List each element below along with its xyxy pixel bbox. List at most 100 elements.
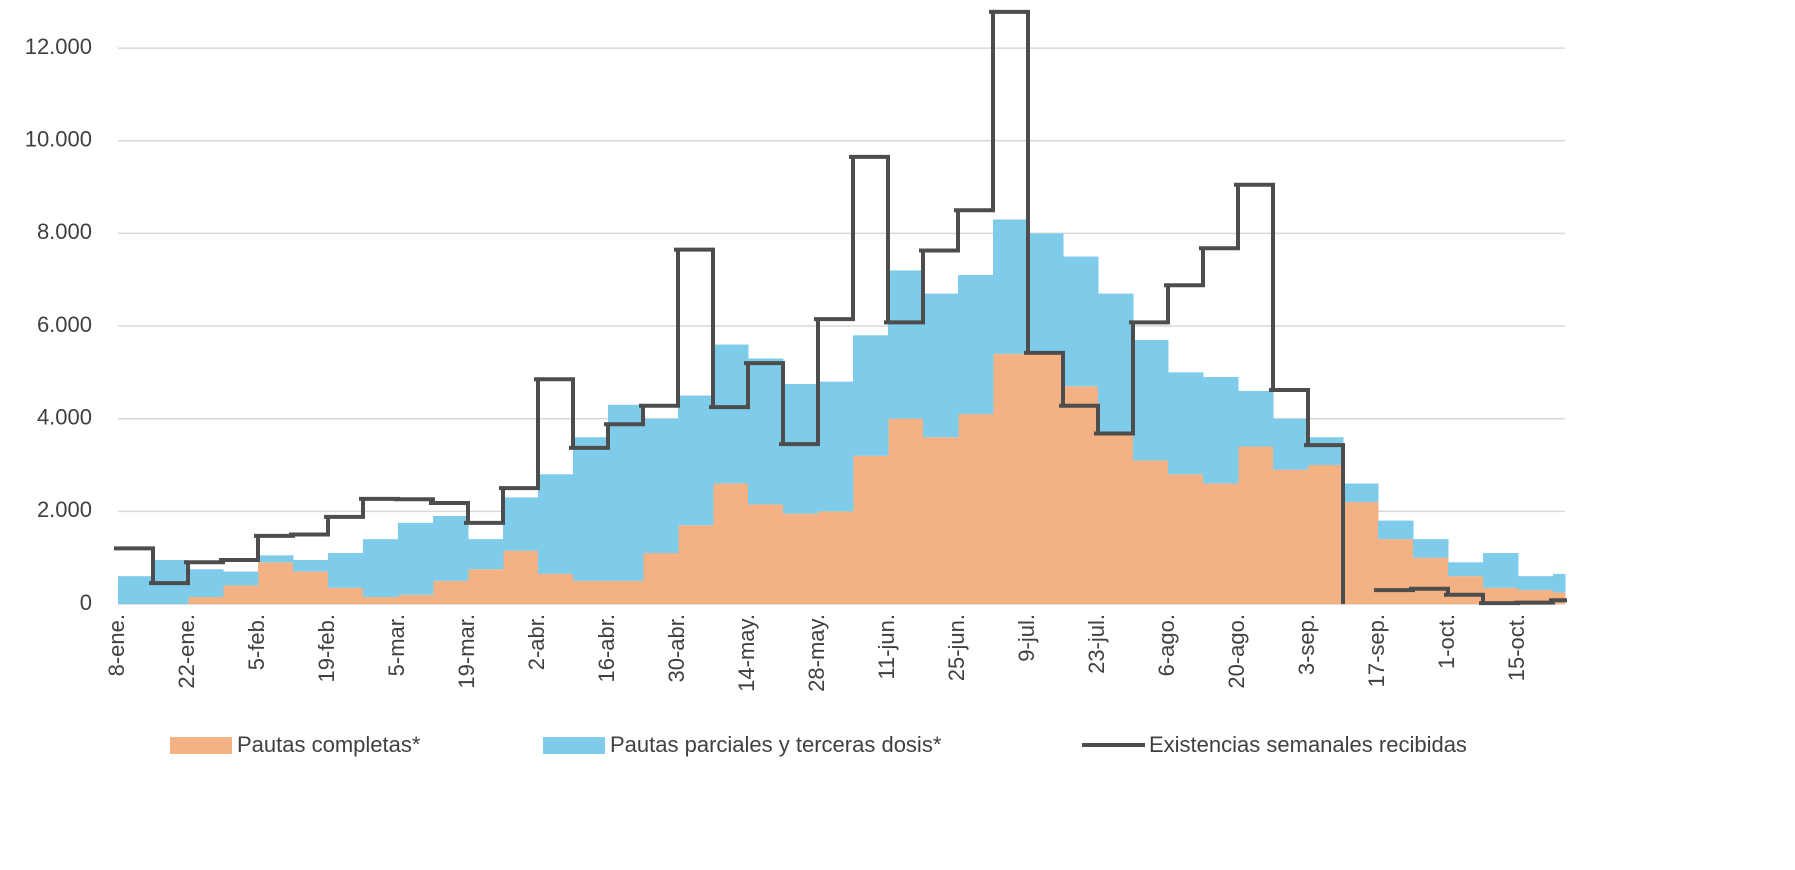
area-segment [993,219,1029,354]
area-segment [573,580,609,604]
areas [118,219,1566,604]
area-segment [363,539,399,598]
area-segment [713,344,749,484]
area-segment [398,594,434,604]
area-segment [1168,372,1204,475]
area-segment [538,573,574,604]
legend-label: Pautas parciales y terceras dosis* [610,732,942,757]
area-segment [1448,562,1484,577]
area-segment [118,576,154,604]
area-segment [1378,539,1414,604]
area-segment [1028,233,1064,354]
area-segment [1483,587,1519,604]
area-segment [258,562,294,604]
x-tick-label: 23-jul. [1084,614,1109,674]
legend-swatch [543,737,605,754]
x-tick-label: 19-feb. [314,614,339,683]
area-segment [783,383,819,514]
area-segment [643,553,679,604]
area-segment [1273,418,1309,470]
area-segment [853,335,889,456]
area-segment [853,455,889,604]
area-segment [958,414,994,604]
area-segment [1133,339,1169,461]
area-segment [818,381,854,512]
area-segment [573,437,609,581]
x-tick-label: 2-abr. [524,614,549,670]
x-tick-label: 25-jun. [944,614,969,681]
area-segment [363,597,399,604]
area-segment [468,569,504,604]
area-segment [293,559,329,572]
area-segment [1518,576,1554,591]
area-segment [1343,502,1379,604]
legend-swatch [170,737,232,754]
area-segment [1203,483,1239,604]
y-tick-label: 6.000 [37,312,92,337]
x-tick-label: 14-may. [734,614,759,692]
area-segment [1063,256,1099,387]
area-segment [713,483,749,604]
area-segment [1098,293,1134,433]
area-segment [1063,386,1099,604]
area-segment [223,571,259,586]
area-segment [1483,553,1519,588]
area-segment [398,522,434,595]
area-segment [293,571,329,604]
area-segment [1378,520,1414,540]
area-segment [1028,353,1064,604]
area-segment [1273,469,1309,604]
x-tick-label: 19-mar. [454,614,479,689]
area-segment [1308,437,1344,466]
x-tick-label: 3-sep. [1294,614,1319,675]
area-segment [643,418,679,554]
x-tick-label: 20-ago. [1224,614,1249,689]
area-segment [748,358,784,505]
area-segment [433,580,469,604]
y-tick-label: 8.000 [37,219,92,244]
area-segment [888,418,924,604]
area-segment [1308,465,1344,604]
y-tick-label: 2.000 [37,497,92,522]
line-series [114,9,1567,606]
area-segment [748,504,784,604]
area-segment [1238,446,1274,604]
area-segment [433,515,469,581]
area-segment [818,511,854,604]
x-tick-label: 11-jun. [874,614,899,680]
area-segment [923,437,959,604]
area-segment [608,404,644,581]
x-tick-label: 5-mar. [384,614,409,676]
x-tick-label: 8-ene. [104,614,129,676]
area-segment [1448,576,1484,604]
area-segment [188,597,224,604]
area-segment [1518,590,1554,604]
area-segment [1343,483,1379,503]
area-segment [993,353,1029,604]
x-tick-label: 9-jul. [1014,614,1039,662]
area-segment [1413,557,1449,604]
y-tick-label: 12.000 [25,34,92,59]
x-tick-label: 30-abr. [664,614,689,683]
area-segment [783,513,819,604]
area-segment [608,580,644,604]
legend-label: Existencias semanales recibidas [1149,732,1467,757]
area-segment [958,275,994,415]
area-segment [888,270,924,419]
x-tick-label: 28-may. [804,614,829,692]
area-segment [503,550,539,604]
area-segment [258,555,294,563]
area-segment [1133,460,1169,604]
area-segment [1553,592,1566,604]
area-segment [538,474,574,574]
area-segment [1413,539,1449,558]
x-tick-label: 5-feb. [244,614,269,670]
x-tick-label: 15-oct. [1504,614,1529,681]
y-tick-label: 0 [80,590,92,615]
area-segment [678,395,714,526]
x-tick-label: 16-abr. [594,614,619,683]
area-segment [1553,573,1566,593]
area-segment [1168,474,1204,604]
